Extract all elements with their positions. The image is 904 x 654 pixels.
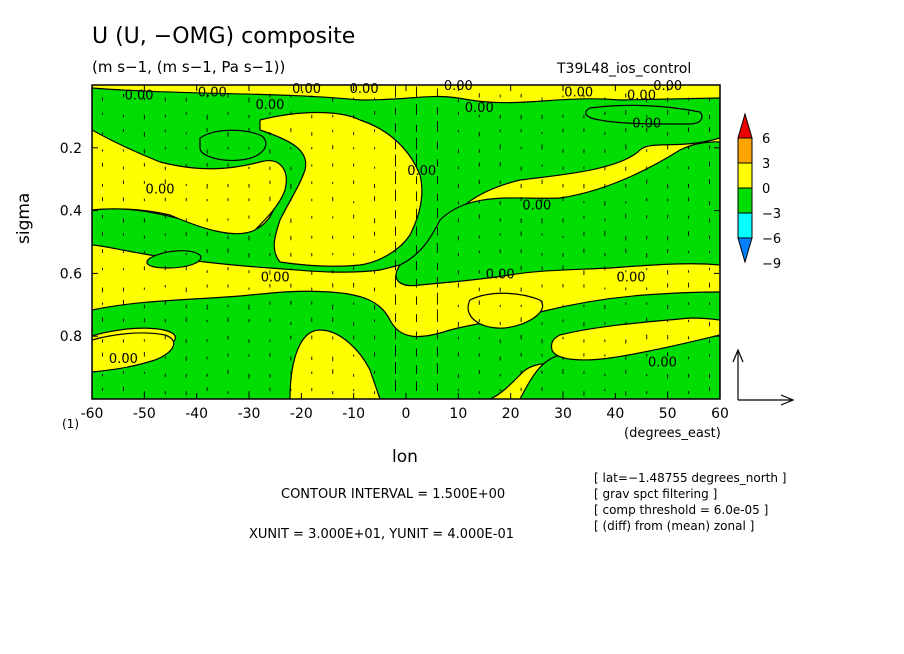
contour-label: 0.00	[617, 271, 646, 286]
run-name: T39L48_ios_control	[557, 61, 692, 77]
x-axis-label: lon	[392, 447, 418, 467]
x-tick-label: -10	[342, 406, 365, 422]
x-tick-label: -40	[185, 406, 208, 422]
x-tick-label: -50	[133, 406, 156, 422]
contour-label: 0.00	[444, 79, 473, 94]
vector-ref-right-head	[780, 394, 795, 406]
yellow-island-left	[92, 129, 287, 235]
x-tick-label: 20	[502, 406, 520, 422]
notes-block: [ lat=−1.48755 degrees_north ] [ grav sp…	[594, 470, 786, 534]
colorbar-segment	[737, 162, 753, 189]
contour-label: 0.00	[261, 271, 290, 286]
x-tick-label: 30	[554, 406, 572, 422]
xy-unit: XUNIT = 3.000E+01, YUNIT = 4.000E-01	[249, 527, 514, 542]
colorbar-label: 0	[762, 182, 770, 197]
y-tick-label: 0.8	[60, 329, 82, 345]
colorbar-segment-bottom	[737, 237, 753, 264]
x-tick-label: 60	[711, 406, 729, 422]
contour-label: 0.00	[292, 82, 321, 97]
contour-label: 0.00	[146, 183, 175, 198]
contour-label: 0.00	[255, 98, 284, 113]
contour-label: 0.00	[198, 85, 227, 100]
chart-title: U (U, −OMG) composite	[92, 24, 356, 49]
green-blob-mid-left	[146, 250, 202, 269]
colorbar-label: 3	[762, 157, 770, 172]
contour-label: 0.00	[564, 85, 593, 100]
x-axis: -60 -50 -40 -30 -20 -10 0 10 20 30 40 50 60	[81, 85, 729, 422]
contour-label: 0.00	[522, 198, 551, 213]
green-blob-upper-left	[199, 129, 267, 161]
note-line: [ grav spct filtering ]	[594, 487, 718, 501]
note-line: [ comp threshold = 6.0e-05 ]	[594, 503, 769, 517]
x-axis-units: (degrees_east)	[624, 426, 721, 441]
y-tick-label: 0.4	[60, 204, 82, 220]
yellow-islands	[92, 111, 720, 373]
colorbar-label: −3	[762, 207, 781, 222]
contour-label: 0.00	[627, 88, 656, 103]
x-tick-label: 0	[402, 406, 411, 422]
vector-ref-up-head	[732, 348, 744, 363]
colorbar-label: 6	[762, 132, 770, 147]
yellow-island-lower-right	[550, 317, 720, 361]
contour-interval: CONTOUR INTERVAL = 1.500E+00	[281, 487, 506, 502]
yellow-island-center	[259, 111, 423, 267]
contour-label: 0.00	[407, 164, 436, 179]
vector-field	[102, 85, 710, 396]
chart-units: (m s−1, (m s−1, Pa s−1))	[92, 58, 286, 76]
colorbar-segment	[737, 212, 753, 239]
green-region-top-right	[585, 104, 703, 125]
contour-label: 0.00	[125, 88, 154, 103]
contour-label: 0.00	[653, 79, 682, 94]
colorbar-segment-top	[737, 112, 753, 139]
x-tick-label: -30	[238, 406, 261, 422]
contour-label: 0.00	[486, 267, 515, 282]
yellow-island-lower-left	[92, 332, 175, 373]
contour-label: 0.00	[632, 117, 661, 132]
x-tick-label: -60	[81, 406, 104, 422]
y-tick-label: 0.2	[60, 141, 82, 157]
contour-label: 0.00	[350, 82, 379, 97]
contour-label: 0.00	[648, 355, 677, 370]
note-line: [ (diff) from (mean) zonal ]	[594, 519, 755, 533]
x-tick-label: -20	[290, 406, 313, 422]
y-axis: 0.2 0.4 0.6 0.8	[60, 141, 720, 345]
contour-labels: 0.00 0.000.000.00 0.00 0.000.000.00 0.000.00…	[109, 79, 682, 370]
x-tick-label: 50	[659, 406, 677, 422]
yellow-island-right-mid	[467, 292, 544, 329]
green-blobs	[146, 129, 267, 269]
x-tick-label: 10	[449, 406, 467, 422]
colorbar-label: −9	[762, 257, 781, 272]
contour-label: 0.00	[109, 352, 138, 367]
x-tick-label: 40	[606, 406, 624, 422]
y-tick-label: 0.6	[60, 266, 82, 282]
colorbar-label: −6	[762, 232, 781, 247]
vector-reference-arrows	[732, 348, 795, 406]
colorbar-segment	[737, 187, 753, 214]
colorbar: 6 3 0 −3 −6 −9	[737, 112, 781, 272]
page-number: (1)	[62, 417, 79, 431]
note-line: [ lat=−1.48755 degrees_north ]	[594, 471, 787, 485]
contour-label: 0.00	[465, 101, 494, 116]
colorbar-segment	[737, 137, 753, 164]
green-region-mid-right	[395, 141, 720, 287]
